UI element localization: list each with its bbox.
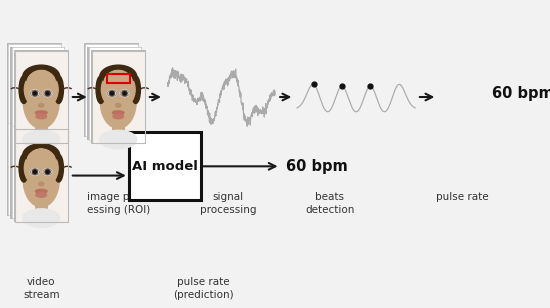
Ellipse shape — [32, 169, 37, 174]
Text: video
stream: video stream — [23, 277, 59, 300]
Bar — [12, 126, 64, 218]
Bar — [35, 197, 48, 211]
Ellipse shape — [100, 75, 136, 128]
Ellipse shape — [45, 91, 50, 96]
Ellipse shape — [23, 75, 59, 128]
Text: signal
processing: signal processing — [200, 192, 256, 215]
Bar — [8, 44, 61, 136]
Bar — [7, 43, 62, 137]
Bar — [15, 51, 68, 143]
Ellipse shape — [54, 76, 63, 103]
Ellipse shape — [107, 90, 117, 96]
Ellipse shape — [46, 92, 49, 95]
Bar — [15, 129, 68, 222]
Ellipse shape — [23, 130, 60, 149]
Bar — [89, 47, 141, 140]
Bar — [92, 51, 145, 143]
Bar — [107, 74, 130, 83]
Bar — [85, 44, 138, 136]
Ellipse shape — [39, 182, 44, 186]
Bar — [12, 47, 64, 140]
Ellipse shape — [32, 91, 37, 96]
Bar — [15, 51, 68, 143]
Ellipse shape — [39, 103, 44, 107]
Ellipse shape — [43, 90, 52, 96]
Text: 60 bpm: 60 bpm — [286, 159, 348, 174]
Text: video
stream: video stream — [23, 192, 59, 215]
Ellipse shape — [109, 91, 114, 96]
Bar — [10, 47, 65, 140]
Ellipse shape — [35, 189, 47, 193]
Bar — [7, 122, 62, 216]
Bar — [91, 50, 146, 144]
Ellipse shape — [24, 149, 58, 188]
Ellipse shape — [36, 114, 47, 119]
Ellipse shape — [54, 154, 63, 182]
Ellipse shape — [24, 70, 58, 109]
Bar — [14, 129, 69, 222]
Ellipse shape — [35, 111, 47, 115]
Bar — [87, 47, 142, 140]
Bar — [35, 118, 48, 132]
Ellipse shape — [34, 92, 36, 95]
Ellipse shape — [30, 90, 40, 96]
Bar — [15, 129, 68, 222]
Text: pulse rate
(prediction): pulse rate (prediction) — [173, 277, 234, 300]
Ellipse shape — [111, 92, 113, 95]
Ellipse shape — [19, 154, 29, 182]
Ellipse shape — [100, 65, 137, 88]
Text: 60 bpm: 60 bpm — [492, 87, 550, 101]
Ellipse shape — [23, 153, 59, 207]
Bar — [10, 125, 65, 219]
Ellipse shape — [122, 91, 127, 96]
Bar — [112, 118, 125, 132]
Ellipse shape — [43, 168, 52, 175]
Ellipse shape — [30, 168, 40, 175]
Bar — [15, 129, 68, 222]
Ellipse shape — [46, 171, 49, 173]
Text: beats
detection: beats detection — [305, 192, 355, 215]
Text: AI model: AI model — [132, 160, 198, 173]
Ellipse shape — [120, 90, 129, 96]
Bar — [15, 51, 68, 143]
Bar — [92, 51, 145, 143]
Ellipse shape — [113, 114, 124, 119]
Bar — [84, 43, 139, 137]
Text: image proc-
essing (ROI): image proc- essing (ROI) — [87, 192, 150, 215]
Ellipse shape — [36, 193, 47, 197]
Ellipse shape — [96, 76, 106, 103]
Ellipse shape — [45, 169, 50, 174]
Ellipse shape — [23, 65, 60, 88]
Ellipse shape — [100, 130, 137, 149]
Text: pulse rate: pulse rate — [436, 192, 488, 202]
Bar — [129, 132, 201, 200]
Bar — [14, 50, 69, 144]
Bar — [8, 123, 61, 215]
Bar — [92, 51, 145, 143]
Ellipse shape — [101, 70, 135, 109]
Ellipse shape — [112, 111, 124, 115]
Ellipse shape — [23, 144, 60, 167]
Ellipse shape — [19, 76, 29, 103]
Ellipse shape — [34, 171, 36, 173]
Ellipse shape — [123, 92, 126, 95]
Ellipse shape — [23, 209, 60, 227]
Ellipse shape — [116, 103, 121, 107]
Ellipse shape — [131, 76, 140, 103]
